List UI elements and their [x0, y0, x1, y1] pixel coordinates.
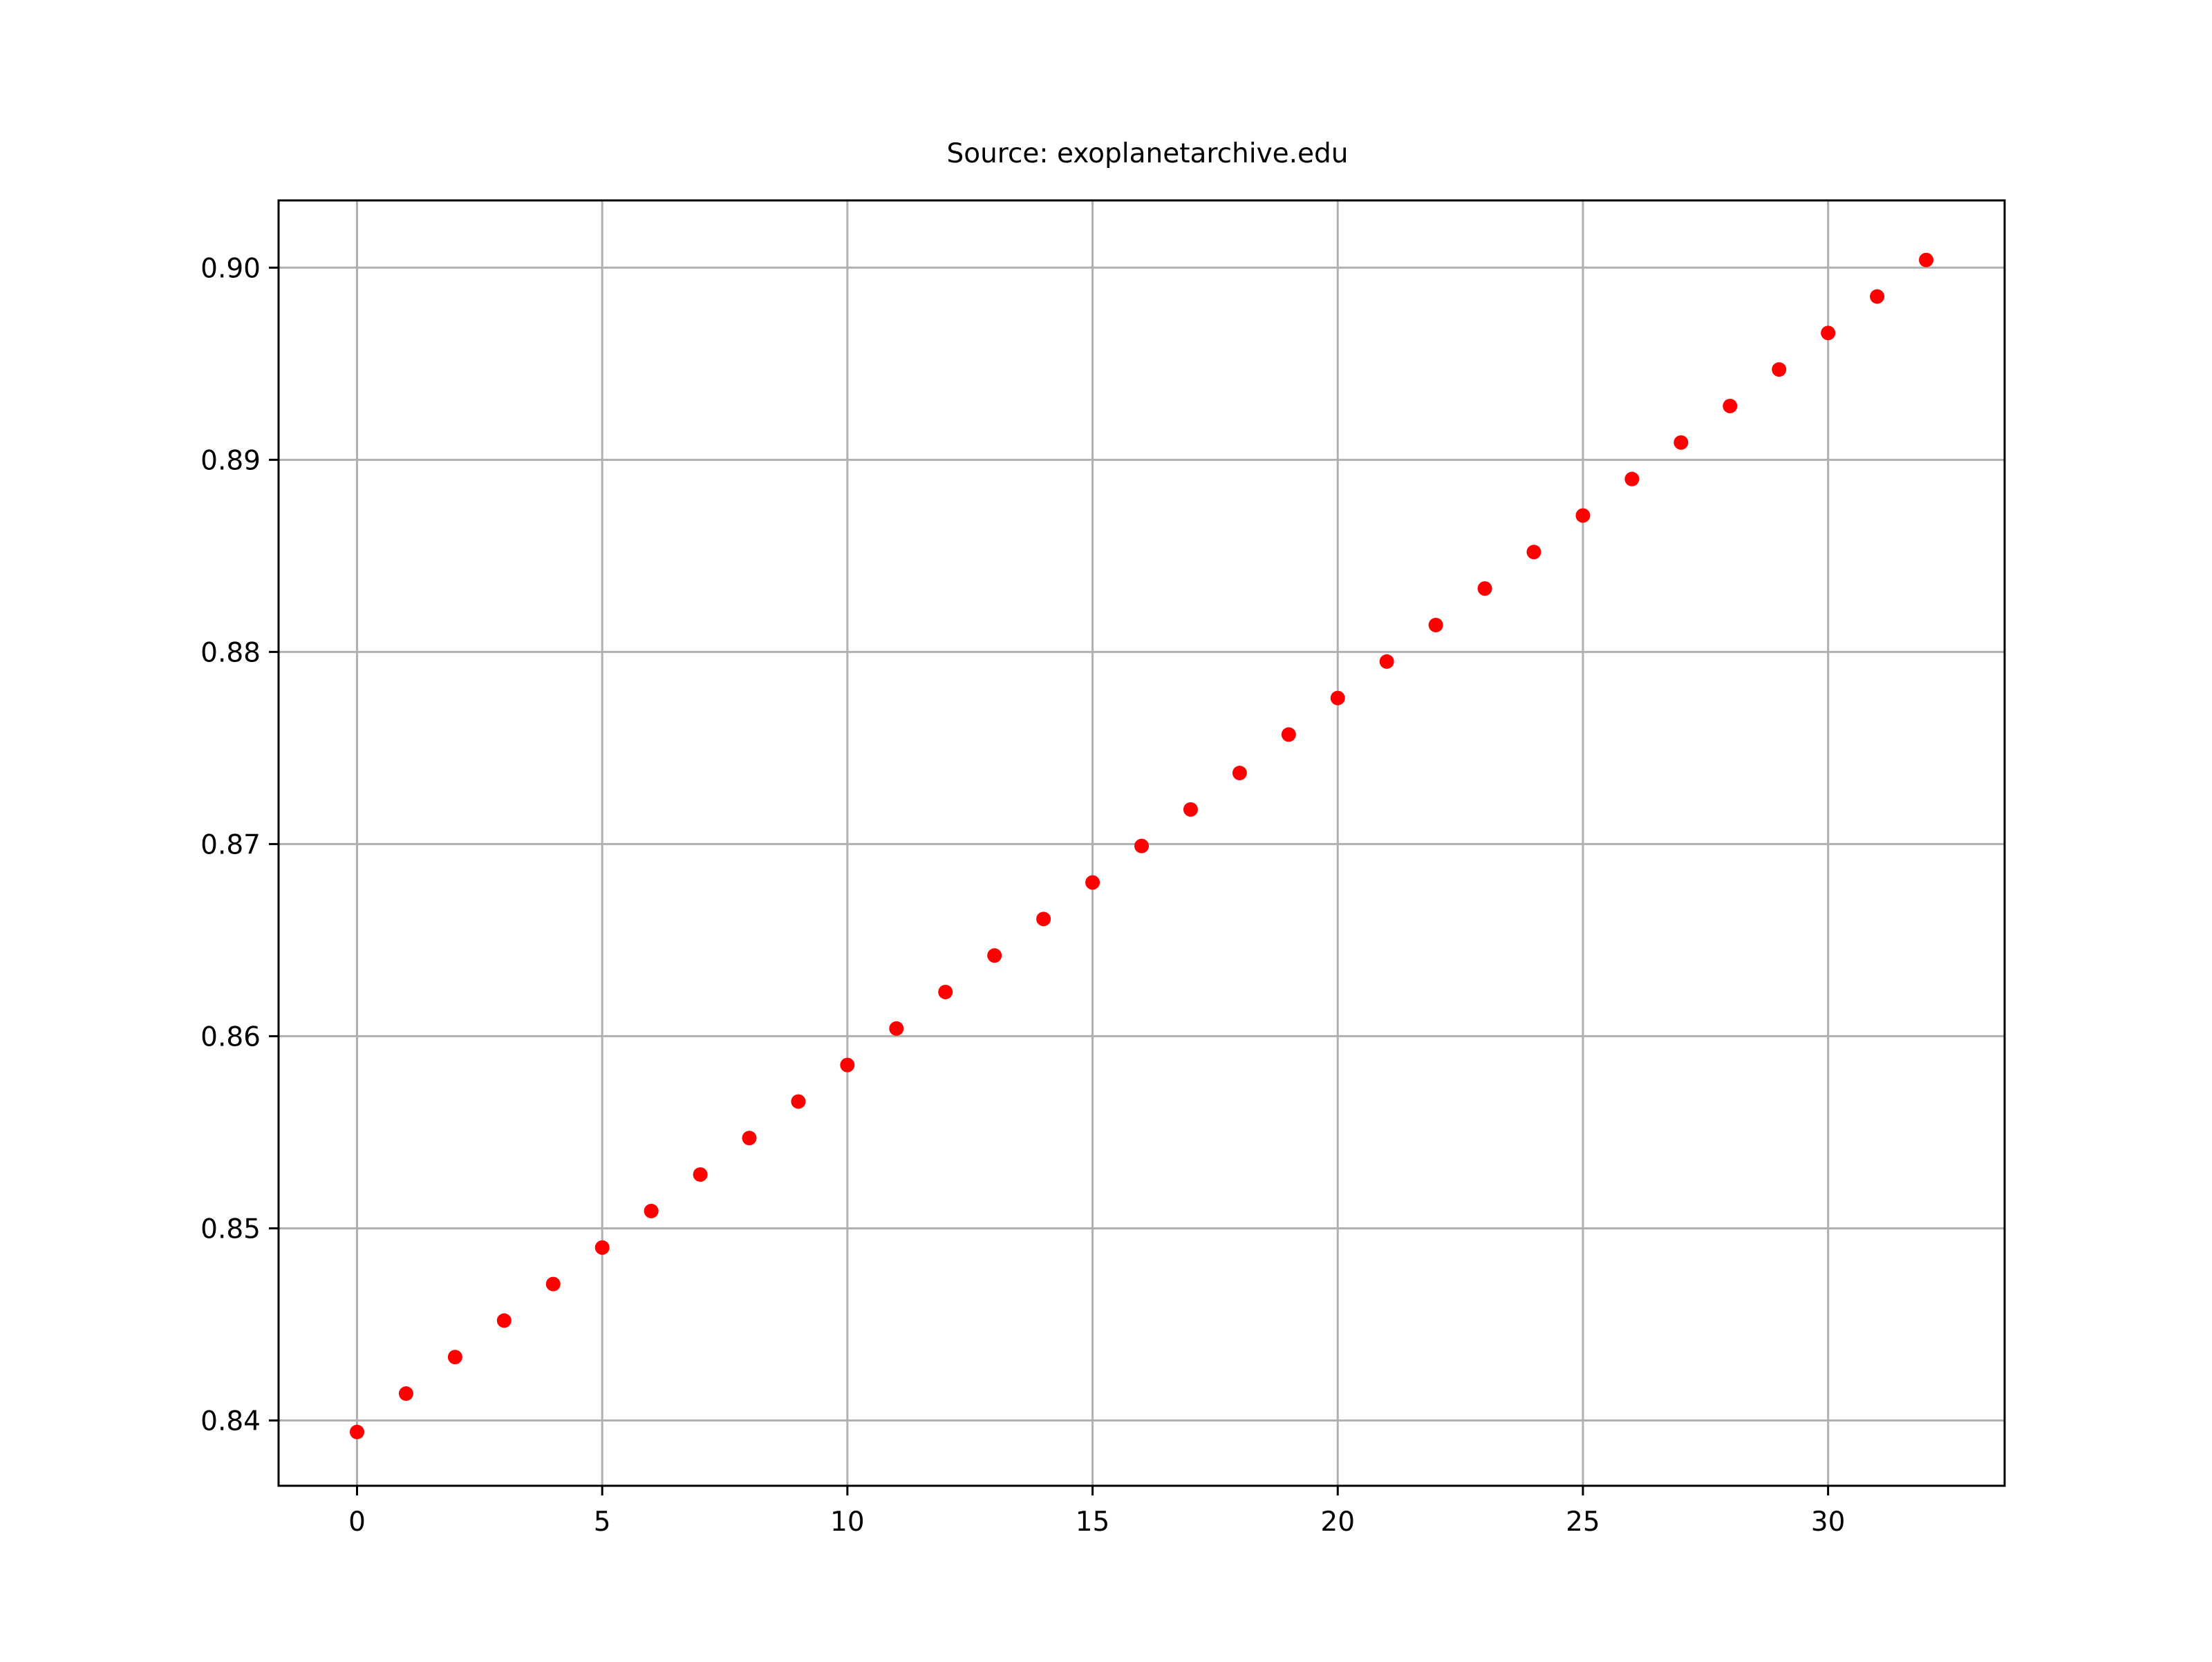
data-point — [1281, 727, 1296, 742]
data-points — [350, 252, 1933, 1439]
y-tick-label: 0.88 — [200, 637, 261, 668]
y-tick-label: 0.89 — [200, 445, 261, 476]
axis-ticks: 0 5 10 15 20 25 30 0.84 0.85 0.86 0.87 0.88 0.89 0.90 — [200, 253, 1845, 1538]
data-point — [1134, 838, 1149, 853]
data-point — [594, 1240, 610, 1255]
data-point — [1036, 912, 1051, 927]
x-tick-label: 30 — [1811, 1507, 1846, 1538]
data-point — [1428, 617, 1443, 632]
data-point — [1330, 690, 1345, 706]
data-point — [1870, 289, 1885, 304]
data-point — [1772, 362, 1787, 377]
y-tick-label: 0.90 — [200, 253, 261, 284]
data-point — [1821, 325, 1836, 341]
data-point — [742, 1131, 757, 1146]
y-tick-label: 0.84 — [200, 1406, 261, 1437]
x-tick-label: 25 — [1566, 1507, 1600, 1538]
data-point — [1919, 252, 1933, 267]
x-tick-label: 5 — [594, 1507, 611, 1538]
data-point — [1183, 802, 1198, 817]
data-point — [938, 984, 953, 999]
data-point — [1477, 581, 1492, 596]
x-tick-label: 20 — [1320, 1507, 1355, 1538]
data-point — [1674, 435, 1689, 450]
data-point — [1575, 508, 1591, 523]
x-tick-label: 0 — [348, 1507, 366, 1538]
y-tick-label: 0.85 — [200, 1214, 261, 1245]
y-tick-label: 0.87 — [200, 829, 261, 860]
data-point — [693, 1167, 708, 1182]
data-point — [791, 1094, 806, 1109]
y-tick-label: 0.86 — [200, 1021, 261, 1052]
data-point — [1232, 766, 1247, 781]
data-point — [545, 1276, 561, 1292]
data-point — [1526, 545, 1541, 560]
data-point — [1723, 398, 1738, 413]
x-tick-label: 10 — [830, 1507, 865, 1538]
data-point — [350, 1424, 364, 1439]
data-point — [987, 948, 1002, 963]
data-point — [398, 1386, 413, 1401]
data-point — [1085, 875, 1100, 890]
x-tick-label: 15 — [1076, 1507, 1110, 1538]
data-point — [840, 1057, 855, 1073]
plot-frame — [277, 199, 2006, 1487]
data-point — [447, 1350, 462, 1365]
data-point — [1624, 471, 1640, 487]
data-point — [496, 1313, 512, 1328]
data-point — [1379, 654, 1394, 669]
data-point — [644, 1203, 659, 1218]
data-point — [889, 1021, 904, 1036]
grid — [279, 200, 2005, 1486]
chart-title: Source: exoplanetarchive.edu — [946, 138, 1348, 169]
